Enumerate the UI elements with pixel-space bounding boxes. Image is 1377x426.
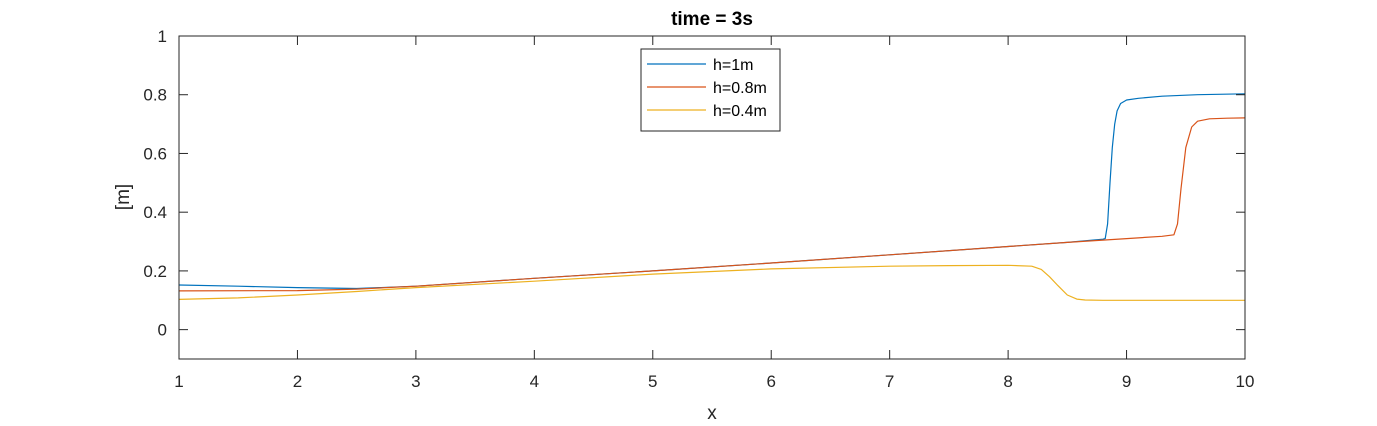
x-tick-label: 8: [1003, 372, 1012, 391]
x-tick-label: 6: [766, 372, 775, 391]
x-tick-label: 4: [530, 372, 539, 391]
x-tick-label: 10: [1236, 372, 1255, 391]
x-tick-label: 3: [411, 372, 420, 391]
legend-label-2: h=0.8m: [713, 80, 767, 97]
y-tick-label: 1: [158, 27, 167, 46]
x-tick-label: 9: [1122, 372, 1131, 391]
y-tick-label: 0: [158, 321, 167, 340]
axes-box: [178, 35, 1246, 360]
series-line-3: [178, 264, 1245, 301]
x-axis-label: x: [707, 403, 717, 424]
x-tick-label: 7: [885, 372, 894, 391]
chart-title: time = 3s: [671, 9, 753, 30]
y-tick-label: 0.2: [143, 262, 167, 281]
series-layer: [178, 93, 1246, 301]
legend: h=1m h=0.8m h=0.4m: [640, 48, 781, 132]
x-tick-label: 1: [174, 372, 183, 391]
x-tick-label: 2: [293, 372, 302, 391]
legend-label-3: h=0.4m: [713, 103, 767, 120]
legend-box: [640, 48, 781, 132]
axes-layer: 1 2 3 4 5 6 7 8 9 10 0 0.2 0.4 0.6 0.8 1: [143, 27, 1254, 391]
series-line-2: [178, 117, 1246, 292]
y-tick-label: 0.4: [143, 203, 167, 222]
legend-label-1: h=1m: [713, 57, 753, 74]
y-axis-label: [m]: [113, 184, 134, 210]
x-tick-label: 5: [648, 372, 657, 391]
y-tick-label: 0.6: [143, 144, 167, 163]
y-tick-label: 0.8: [143, 86, 167, 105]
